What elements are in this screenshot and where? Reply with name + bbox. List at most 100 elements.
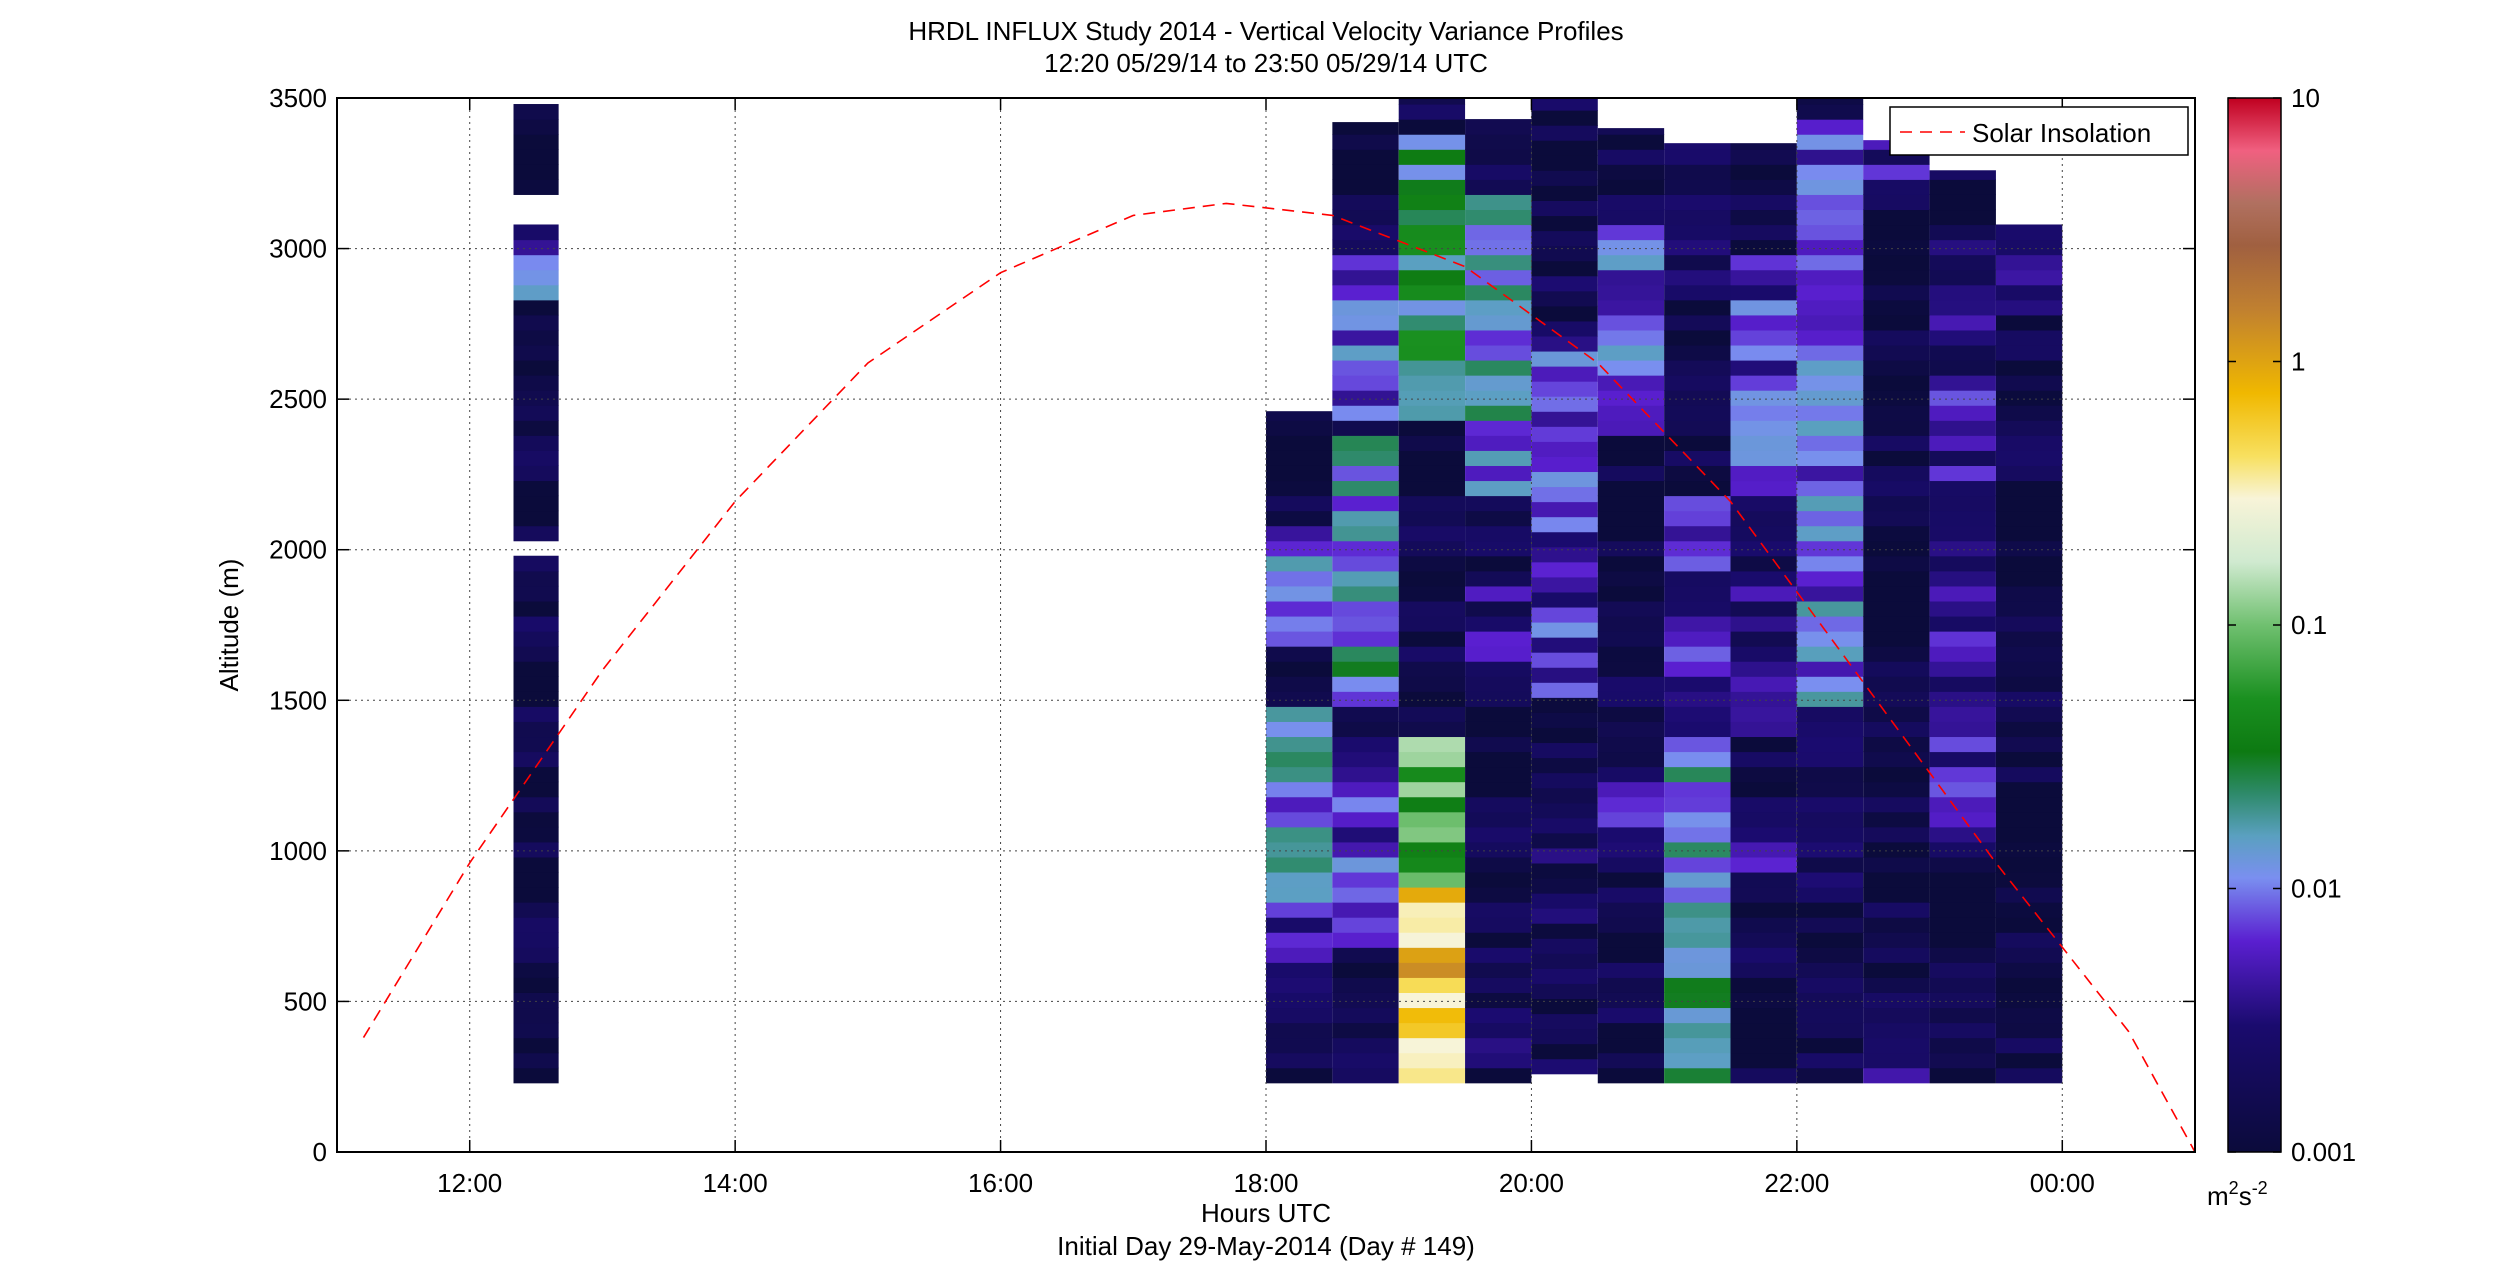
- heatmap-cell: [1863, 164, 1930, 180]
- heatmap-cell: [1332, 977, 1399, 993]
- heatmap-cell: [1664, 646, 1731, 662]
- heatmap-cell: [1796, 1052, 1864, 1069]
- heatmap-cell: [1332, 329, 1399, 346]
- y-tick-label: 500: [284, 986, 327, 1016]
- heatmap-cell: [1531, 953, 1598, 969]
- heatmap-cell: [1929, 435, 1996, 451]
- heatmap-cell: [1531, 125, 1598, 141]
- heatmap-cell: [1597, 570, 1665, 587]
- heatmap-cell: [1664, 525, 1731, 542]
- heatmap-cell: [1465, 902, 1532, 918]
- heatmap-cell: [1531, 426, 1598, 442]
- heatmap-cell: [513, 329, 559, 346]
- heatmap-cell: [1664, 570, 1731, 587]
- heatmap-cell: [1332, 480, 1399, 497]
- heatmap-cell: [1796, 977, 1864, 993]
- heatmap-cell: [1796, 420, 1864, 436]
- heatmap-cell: [1863, 917, 1930, 933]
- heatmap-cell: [1863, 856, 1930, 873]
- heatmap-cell: [1398, 615, 1466, 632]
- heatmap-cell: [513, 104, 559, 120]
- heatmap-cell: [513, 615, 559, 632]
- heatmap-cell: [1332, 465, 1399, 482]
- heatmap-cell: [1398, 435, 1466, 451]
- heatmap-cell: [1664, 691, 1731, 707]
- heatmap-cell: [1266, 751, 1333, 768]
- heatmap-cell: [1664, 871, 1731, 888]
- heatmap-cell: [1664, 149, 1731, 165]
- heatmap-cell: [1531, 908, 1598, 924]
- heatmap-cell: [1929, 736, 1996, 753]
- heatmap-cell: [1929, 646, 1996, 662]
- heatmap-cell: [1398, 510, 1466, 527]
- heatmap-cell: [1995, 1022, 2063, 1039]
- heatmap-cell: [1398, 917, 1466, 933]
- heatmap-cell: [1597, 555, 1665, 572]
- heatmap-cell: [1796, 359, 1864, 376]
- heatmap-cell: [1597, 947, 1665, 963]
- heatmap-cell: [1863, 751, 1930, 768]
- heatmap-cell: [1332, 495, 1399, 512]
- x-tick-label: 22:00: [1764, 1168, 1829, 1198]
- heatmap-cell: [1266, 600, 1333, 617]
- heatmap-cell: [1465, 450, 1532, 466]
- heatmap-cell: [1266, 676, 1333, 692]
- heatmap-cell: [513, 119, 559, 135]
- heatmap-cell: [1266, 736, 1333, 753]
- heatmap-cell: [513, 902, 559, 918]
- heatmap-cell: [1266, 886, 1333, 903]
- heatmap-cell: [1531, 140, 1598, 156]
- heatmap-cell: [1730, 555, 1797, 572]
- heatmap-cell: [1465, 1022, 1532, 1039]
- heatmap-cell: [1597, 631, 1665, 647]
- heatmap-cell: [1465, 224, 1532, 241]
- heatmap-cell: [1995, 480, 2063, 497]
- heatmap-cell: [1531, 606, 1598, 623]
- heatmap-cell: [1664, 585, 1731, 602]
- y-tick-label: 2000: [269, 535, 327, 565]
- heatmap-cell: [1863, 962, 1930, 978]
- heatmap-cell: [1465, 254, 1532, 271]
- heatmap-cell: [1531, 411, 1598, 427]
- y-tick-label: 3500: [269, 83, 327, 113]
- heatmap-cell: [1730, 646, 1797, 662]
- heatmap-cell: [1465, 540, 1532, 557]
- heatmap-cell: [1398, 600, 1466, 617]
- heatmap-cell: [1796, 540, 1864, 557]
- heatmap-cell: [1730, 902, 1797, 918]
- heatmap-cell: [1664, 977, 1731, 993]
- heatmap-cell: [1929, 405, 1996, 421]
- colorbar-tick-label: 0.1: [2291, 610, 2327, 640]
- heatmap-cell: [1531, 471, 1598, 488]
- heatmap-cell: [1465, 119, 1532, 135]
- heatmap-cell: [1796, 781, 1864, 798]
- heatmap-cell: [1332, 871, 1399, 888]
- heatmap-cell: [1995, 615, 2063, 632]
- heatmap-cell: [1664, 224, 1731, 241]
- heatmap-cell: [1995, 405, 2063, 421]
- heatmap-cell: [1863, 540, 1930, 557]
- heatmap-cell: [1995, 826, 2063, 843]
- heatmap-cell: [1796, 299, 1864, 316]
- heatmap-cell: [1863, 239, 1930, 256]
- heatmap-cell: [1465, 676, 1532, 692]
- heatmap-cell: [1465, 329, 1532, 346]
- heatmap-cell: [1995, 600, 2063, 617]
- heatmap-cell: [1664, 947, 1731, 963]
- heatmap-cell: [1531, 305, 1598, 322]
- heatmap-cell: [1266, 540, 1333, 557]
- heatmap-cell: [1531, 667, 1598, 683]
- heatmap-cell: [1597, 435, 1665, 451]
- heatmap-cell: [1398, 104, 1466, 120]
- heatmap-cell: [1929, 661, 1996, 677]
- heatmap-cell: [1664, 1022, 1731, 1039]
- heatmap-cell: [513, 1007, 559, 1024]
- heatmap-cell: [1664, 1007, 1731, 1024]
- heatmap-cell: [1332, 721, 1399, 738]
- heatmap-cell: [1597, 886, 1665, 903]
- heatmap-cell: [1929, 871, 1996, 888]
- heatmap-cell: [1796, 329, 1864, 346]
- heatmap-cell: [1266, 585, 1333, 602]
- heatmap-cell: [1664, 796, 1731, 813]
- heatmap-cell: [1730, 495, 1797, 512]
